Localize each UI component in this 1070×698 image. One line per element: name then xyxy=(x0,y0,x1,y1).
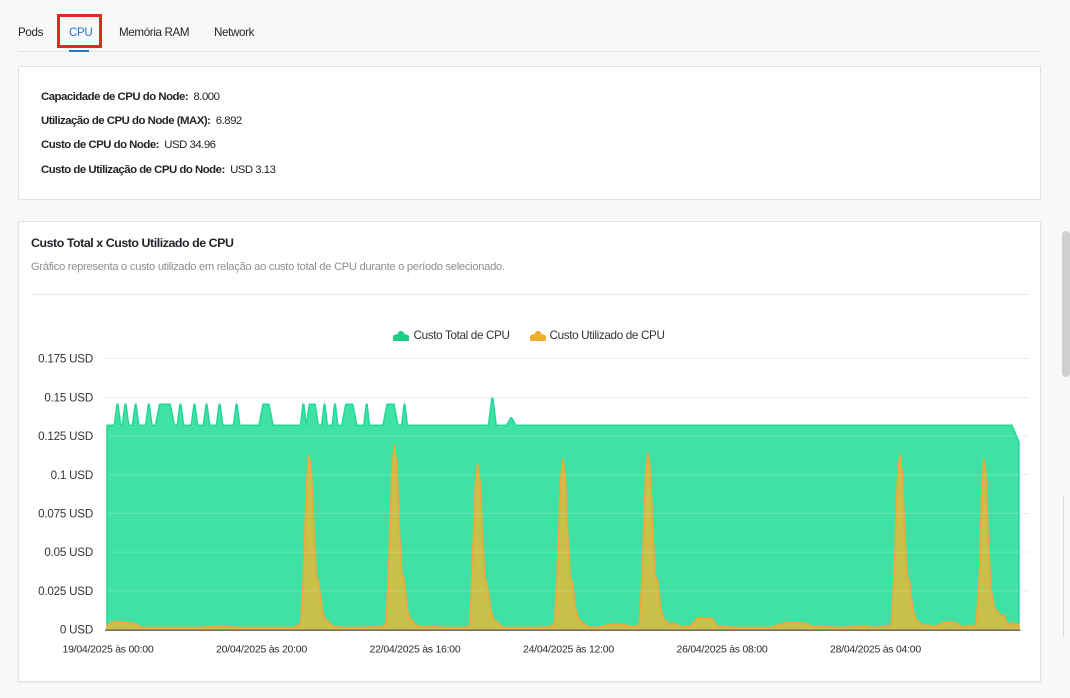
svg-text:0.125 USD: 0.125 USD xyxy=(38,430,93,443)
svg-text:24/04/2025 às 12:00: 24/04/2025 às 12:00 xyxy=(523,644,614,656)
svg-text:0.1 USD: 0.1 USD xyxy=(51,469,93,482)
svg-text:26/04/2025 às 08:00: 26/04/2025 às 08:00 xyxy=(676,644,767,656)
svg-text:0.175 USD: 0.175 USD xyxy=(38,353,93,366)
svg-text:0.025 USD: 0.025 USD xyxy=(38,585,93,598)
svg-text:0.05 USD: 0.05 USD xyxy=(44,546,93,559)
svg-text:0.075 USD: 0.075 USD xyxy=(38,508,93,521)
svg-text:0.15 USD: 0.15 USD xyxy=(44,391,93,404)
svg-text:20/04/2025 às 20:00: 20/04/2025 às 20:00 xyxy=(216,644,307,656)
svg-text:19/04/2025 às 00:00: 19/04/2025 às 00:00 xyxy=(62,644,153,656)
svg-text:28/04/2025 às 04:00: 28/04/2025 às 04:00 xyxy=(830,644,921,656)
svg-text:22/04/2025 às 16:00: 22/04/2025 às 16:00 xyxy=(369,644,460,656)
svg-text:0 USD: 0 USD xyxy=(60,624,93,637)
